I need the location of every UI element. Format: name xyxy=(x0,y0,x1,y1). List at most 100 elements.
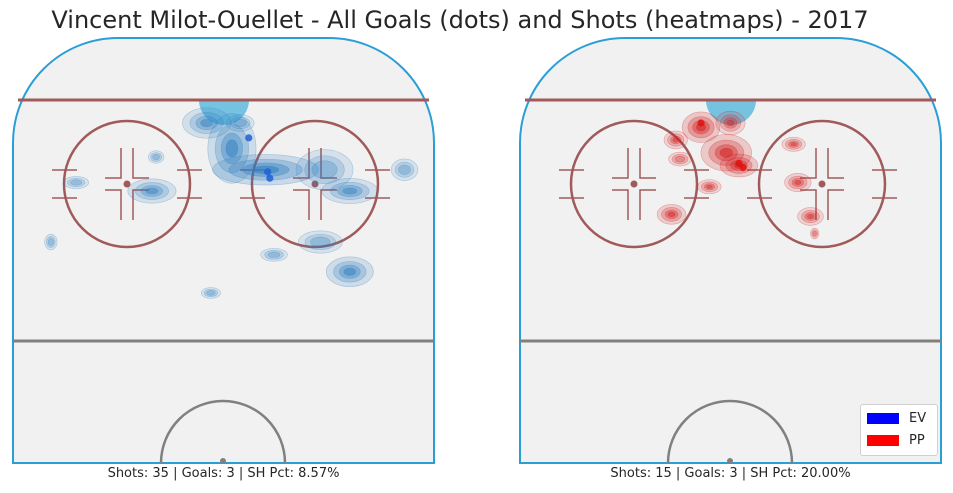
faceoff-l-mark xyxy=(293,189,310,220)
goal-crease xyxy=(199,100,249,125)
heat-contour xyxy=(195,115,218,131)
heat-contour xyxy=(791,178,805,187)
heat-contour xyxy=(700,181,718,192)
heat-contour xyxy=(310,236,331,248)
heat-contour xyxy=(398,164,411,175)
faceoff-l-mark xyxy=(612,148,629,179)
heat-contour xyxy=(214,124,249,173)
legend-swatch-pp xyxy=(867,435,899,446)
heat-contour xyxy=(182,107,232,139)
heat-contour xyxy=(715,110,746,136)
heat-contour xyxy=(304,155,345,185)
heat-contour xyxy=(225,139,239,158)
heat-contour xyxy=(706,184,713,189)
goal-crease xyxy=(706,100,756,125)
heat-contour xyxy=(264,249,284,260)
heat-contour xyxy=(810,227,820,240)
heat-contour xyxy=(330,181,370,201)
goal-dot xyxy=(266,174,274,182)
faceoff-l-mark xyxy=(827,148,844,179)
heat-contour xyxy=(134,182,170,200)
faceoff-dot xyxy=(123,180,131,188)
heat-contour xyxy=(233,118,247,128)
shot-heatmap xyxy=(656,110,824,240)
heat-contour xyxy=(726,119,735,127)
heat-contour xyxy=(140,185,163,197)
rink-even-strength xyxy=(12,37,435,464)
heat-contour xyxy=(719,147,733,158)
heat-contour xyxy=(667,211,676,218)
faceoff-l-mark xyxy=(293,148,310,179)
heat-contour xyxy=(207,113,257,184)
heat-contour xyxy=(656,204,687,225)
heat-contour xyxy=(674,155,686,163)
heat-contour xyxy=(200,287,221,299)
heat-contour xyxy=(189,112,224,134)
heat-contour xyxy=(230,116,251,130)
heat-contour xyxy=(203,288,218,298)
heat-contour xyxy=(220,132,243,165)
faceoff-l-mark xyxy=(800,189,817,220)
legend-label-pp: PP xyxy=(909,433,925,448)
faceoff-dot xyxy=(311,180,319,188)
heat-contour xyxy=(321,178,379,204)
faceoff-dot xyxy=(818,180,826,188)
faceoff-l-mark xyxy=(132,148,149,179)
faceoff-l-mark xyxy=(612,189,629,220)
heat-contour xyxy=(394,161,415,178)
heat-contour xyxy=(667,133,685,147)
heat-contour xyxy=(806,213,815,220)
heat-contour xyxy=(63,176,90,189)
stats-even-strength: Shots: 35 | Goals: 3 | SH Pct: 8.57% xyxy=(107,466,340,481)
heat-contour xyxy=(46,236,56,248)
goal-dot xyxy=(697,119,705,127)
faceoff-l-mark xyxy=(800,148,817,179)
heat-contour xyxy=(781,136,806,152)
heat-contour xyxy=(226,114,255,132)
heat-contour xyxy=(297,230,343,254)
heat-contour xyxy=(671,154,689,165)
faceoff-l-mark xyxy=(132,189,149,220)
heat-contour xyxy=(784,173,812,192)
heat-contour xyxy=(152,153,160,161)
heat-contour xyxy=(697,179,722,195)
heat-contour xyxy=(390,158,419,181)
heat-contour xyxy=(145,187,159,195)
heat-contour xyxy=(801,210,820,223)
heat-contour xyxy=(661,207,682,222)
heat-contour xyxy=(788,175,808,190)
faceoff-circle xyxy=(569,119,699,249)
goal-dots xyxy=(245,134,274,182)
heat-contour xyxy=(311,160,338,180)
heat-contour xyxy=(127,178,177,204)
goal-dots xyxy=(697,119,747,172)
heat-contour xyxy=(260,247,288,262)
heat-contour xyxy=(70,179,83,186)
heat-contour xyxy=(703,183,715,191)
heat-contour xyxy=(812,230,817,237)
rink-markings xyxy=(12,37,435,464)
heat-contour xyxy=(785,139,803,150)
center-dot xyxy=(727,458,733,464)
legend-label-ev: EV xyxy=(909,411,927,426)
heat-contour xyxy=(797,207,824,226)
stats-power-play: Shots: 15 | Goals: 3 | SH Pct: 20.00% xyxy=(610,466,851,481)
center-circle xyxy=(666,399,794,464)
heat-contour xyxy=(67,177,86,188)
goal-dot xyxy=(739,164,747,172)
legend-swatch-ev xyxy=(867,413,899,424)
heat-contour xyxy=(150,152,162,162)
heat-contour xyxy=(723,117,738,129)
heat-contour xyxy=(295,149,354,191)
heat-contour xyxy=(804,212,817,221)
rink-power-play xyxy=(519,37,942,464)
goal-dot xyxy=(245,134,253,142)
heat-contour xyxy=(672,137,680,143)
heat-contour xyxy=(668,151,692,167)
shot-heatmap xyxy=(44,107,419,299)
heat-contour xyxy=(811,229,818,238)
heat-contour xyxy=(342,187,358,195)
heat-contour xyxy=(343,267,356,276)
rink-boards xyxy=(12,37,435,464)
center-dot xyxy=(220,458,226,464)
